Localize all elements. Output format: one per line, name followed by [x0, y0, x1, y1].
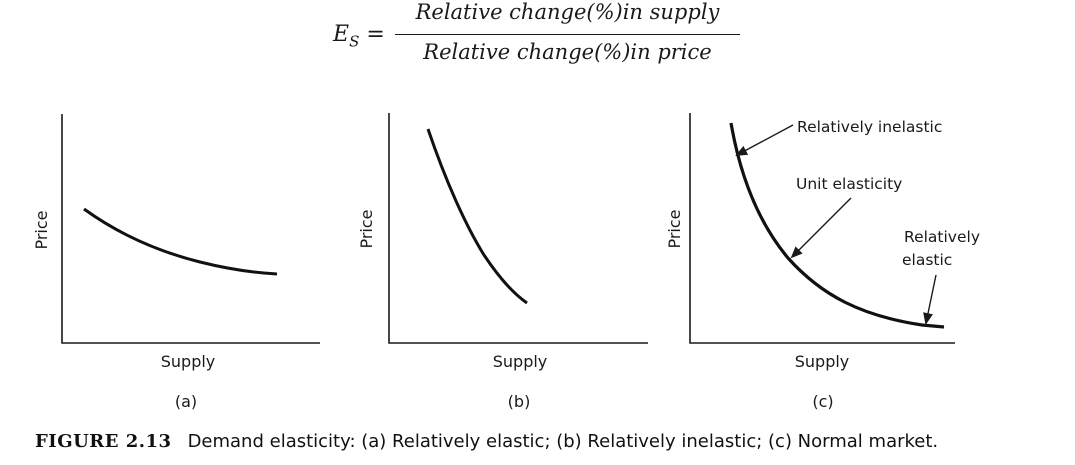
- arrow-unit-elasticity: [790, 197, 852, 259]
- elasticity-equation: ES = Relative change(%)in supply Relativ…: [333, 0, 753, 75]
- annotation-relatively-inelastic: Relatively inelastic: [797, 118, 942, 136]
- panel-b-xlabel: Supply: [493, 352, 548, 371]
- panel-c-supply-curve: [729, 122, 945, 329]
- panel-c: Relatively inelastic Unit elasticity Rel…: [665, 113, 980, 411]
- panel-b-ylabel: Price: [357, 209, 376, 248]
- panel-a-ylabel: Price: [32, 210, 51, 249]
- figure-caption: FIGURE 2.13 Demand elasticity: (a) Relati…: [35, 431, 938, 452]
- panel-a: Price Supply (a): [32, 114, 320, 411]
- equation-symbol: E: [333, 22, 350, 47]
- figure-caption-text: Demand elasticity: (a) Relatively elasti…: [187, 431, 939, 452]
- panel-b-sublabel: (b): [508, 392, 531, 411]
- equation-subscript: S: [349, 32, 360, 51]
- equation-equals: =: [366, 22, 385, 47]
- equation-fraction-bar: [395, 34, 740, 35]
- panel-c-sublabel: (c): [812, 392, 833, 411]
- annotation-unit-elasticity: Unit elasticity: [796, 175, 902, 193]
- panel-b: Price Supply (b): [357, 113, 648, 411]
- panel-c-axes: [689, 113, 955, 344]
- panel-a-supply-curve: [83, 207, 278, 276]
- panel-b-axes: [388, 113, 648, 344]
- annotation-relatively-elastic-line1: Relatively: [904, 228, 980, 246]
- panel-c-ylabel: Price: [665, 209, 684, 248]
- arrow-relatively-elastic: [923, 274, 937, 325]
- equation-numerator: Relative change(%)in supply: [415, 0, 720, 24]
- panel-b-supply-curve: [426, 128, 528, 305]
- equation-lhs: ES =: [333, 22, 385, 50]
- arrow-relatively-inelastic: [735, 124, 794, 156]
- figure-number: FIGURE 2.13: [35, 431, 172, 452]
- panel-c-xlabel: Supply: [795, 352, 850, 371]
- panel-a-axes: [61, 114, 320, 344]
- panel-a-sublabel: (a): [175, 392, 197, 411]
- panel-a-xlabel: Supply: [161, 352, 216, 371]
- annotation-relatively-elastic-line2: elastic: [902, 251, 952, 269]
- equation-denominator: Relative change(%)in price: [423, 40, 712, 64]
